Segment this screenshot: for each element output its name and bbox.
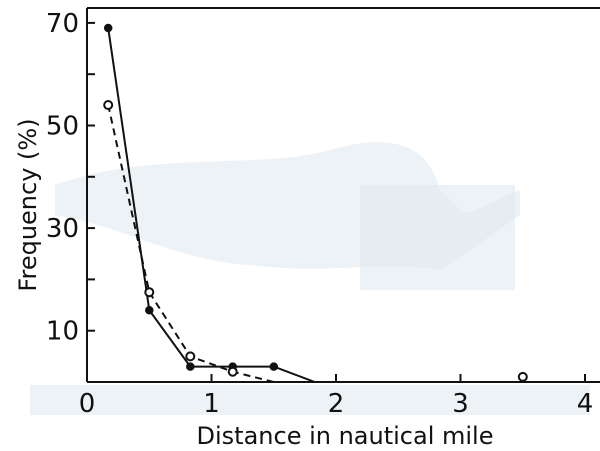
x-tick-label: 4	[577, 389, 594, 419]
y-tick-label: 30	[46, 214, 79, 244]
data-point-open	[517, 371, 528, 382]
y-tick-label: 50	[46, 112, 79, 142]
data-point-filled	[103, 23, 113, 33]
data-point-open	[144, 287, 155, 298]
data-point-filled	[186, 362, 195, 371]
data-point-open	[227, 366, 238, 377]
y-axis-label: Frequency (%)	[14, 118, 42, 291]
y-tick-label: 70	[46, 9, 79, 39]
x-tick-label: 2	[328, 389, 345, 419]
data-point-open	[185, 351, 196, 362]
data-point-filled	[269, 362, 279, 371]
axes	[86, 7, 600, 383]
data-point-filled	[145, 305, 154, 315]
y-tick-label: 10	[46, 317, 79, 347]
x-tick-label: 0	[79, 389, 96, 419]
x-axis-label: Distance in nautical mile	[197, 422, 494, 450]
series	[103, 23, 528, 383]
data-point-open	[103, 100, 114, 110]
x-tick-label: 1	[203, 389, 220, 419]
ticks: 0 1 2 3 4 10 30 50 70	[46, 9, 593, 419]
background-watermark	[30, 142, 590, 415]
x-tick-label: 3	[452, 389, 469, 419]
